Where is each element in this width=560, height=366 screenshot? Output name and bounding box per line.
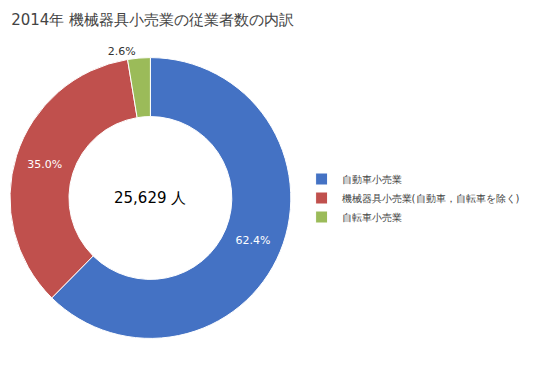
svg-text:自転車小売業: 自転車小売業 bbox=[342, 212, 402, 223]
svg-text:2014年 機械器具小売業の従業者数の内訳: 2014年 機械器具小売業の従業者数の内訳 bbox=[11, 11, 294, 29]
svg-text:自動車小売業: 自動車小売業 bbox=[342, 174, 402, 185]
svg-text:62.4%: 62.4% bbox=[236, 234, 271, 247]
svg-text:機械器具小売業(自動車，自転車を除く): 機械器具小売業(自動車，自転車を除く) bbox=[342, 193, 520, 204]
svg-text:25,629 人: 25,629 人 bbox=[114, 189, 186, 207]
svg-text:35.0%: 35.0% bbox=[27, 158, 62, 171]
svg-text:2.6%: 2.6% bbox=[108, 45, 136, 58]
